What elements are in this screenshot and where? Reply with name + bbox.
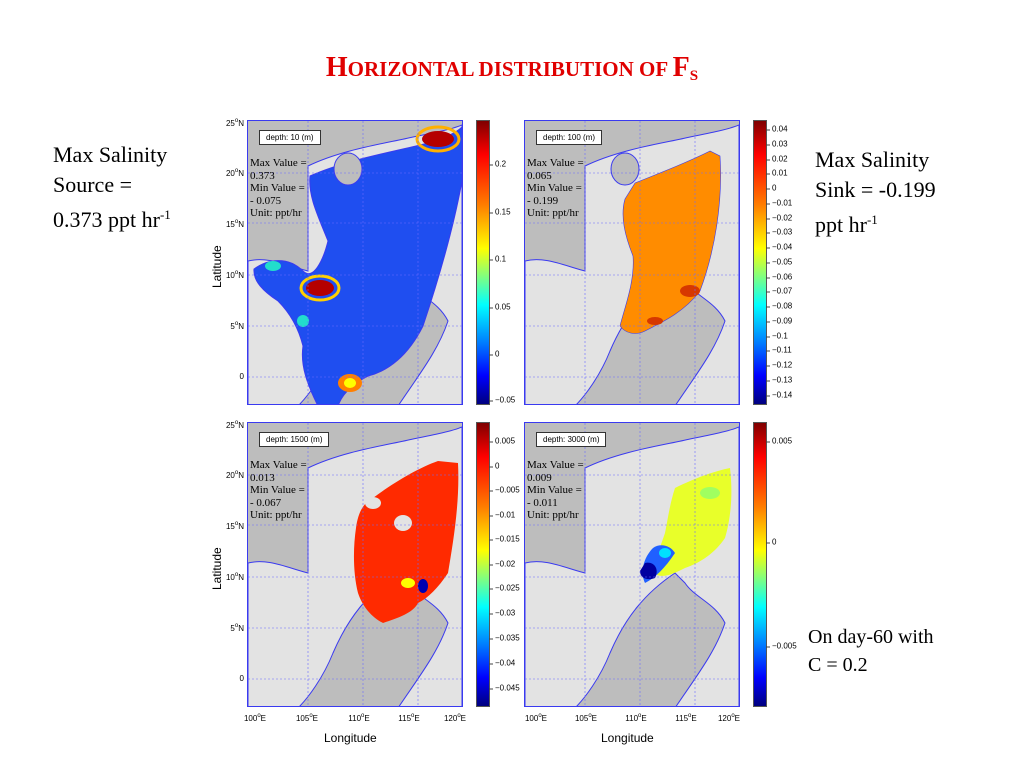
- colorbar-depth-3000: [753, 422, 767, 707]
- value-stats: Max Value = 0.373 Min Value = - 0.075 Un…: [250, 157, 307, 219]
- value-stats: Max Value = 0.013 Min Value = - 0.067 Un…: [250, 459, 307, 521]
- colorbar-ticks-depth-1500: 0.005 0 −0.005 −0.01 −0.015 −0.02 −0.025…: [488, 436, 520, 693]
- colorbar-depth-1500: [476, 422, 490, 707]
- depth-label: depth: 3000 (m): [536, 432, 607, 447]
- y-axis-label-top: Latitude: [210, 245, 224, 288]
- slide-title: HORIZONTAL DISTRIBUTION OF FS: [325, 52, 699, 84]
- value-stats: Max Value = 0.065 Min Value = - 0.199 Un…: [527, 157, 584, 219]
- map-depth-1500: [248, 423, 462, 706]
- longitude-ticks-left: 100oE 105oE 110oE 115oE 120oE: [243, 713, 467, 723]
- map-panel-depth-1500: depth: 1500 (m) Max Value = 0.013 Min Va…: [247, 422, 463, 707]
- depth-label: depth: 1500 (m): [259, 432, 330, 447]
- latitude-ticks-top: 25oN 20oN 15oN 10oN 5oN 0: [225, 118, 244, 381]
- max-sink-note: Max Salinity Sink = -0.199 ppt hr-1: [815, 147, 936, 237]
- colorbar-depth-100: [753, 120, 767, 405]
- map-depth-10: [248, 121, 462, 404]
- colorbar-depth-10: [476, 120, 490, 405]
- max-source-note: Max Salinity Source = 0.373 ppt hr-1: [53, 142, 171, 232]
- longitude-ticks-right: 100oE 105oE 110oE 115oE 120oE: [524, 713, 741, 723]
- map-panel-depth-10: depth: 10 (m) Max Value = 0.373 Min Valu…: [247, 120, 463, 405]
- latitude-ticks-bottom: 25oN 20oN 15oN 10oN 5oN 0: [225, 420, 244, 683]
- value-stats: Max Value = 0.009 Min Value = - 0.011 Un…: [527, 459, 584, 521]
- y-axis-label-bottom: Latitude: [210, 547, 224, 590]
- map-depth-100: [525, 121, 739, 404]
- x-axis-label-right: Longitude: [601, 731, 654, 745]
- colorbar-ticks-depth-10: 0.2 0.15 0.1 0.05 0 −0.05: [488, 159, 516, 405]
- map-depth-3000: [525, 423, 739, 706]
- map-panel-depth-100: depth: 100 (m) Max Value = 0.065 Min Val…: [524, 120, 740, 405]
- run-condition-note: On day-60 with C = 0.2: [808, 626, 934, 676]
- map-panel-depth-3000: depth: 3000 (m) Max Value = 0.009 Min Va…: [524, 422, 740, 707]
- x-axis-label-left: Longitude: [324, 731, 377, 745]
- depth-label: depth: 10 (m): [259, 130, 321, 145]
- depth-label: depth: 100 (m): [536, 130, 603, 145]
- colorbar-ticks-depth-100: 0.04 0.03 0.02 0.01 0 −0.01 −0.02 −0.03 …: [765, 124, 793, 400]
- colorbar-ticks-depth-3000: 0.005 0 −0.005: [765, 436, 797, 651]
